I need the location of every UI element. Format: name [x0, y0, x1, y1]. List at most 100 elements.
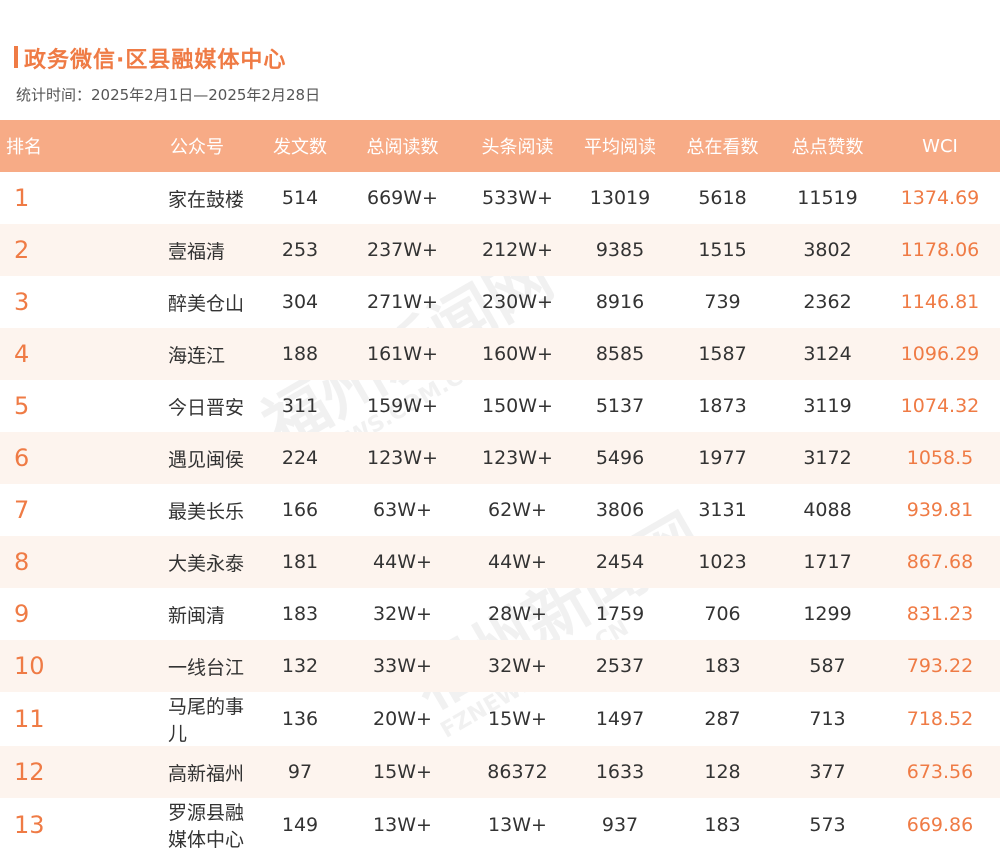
account-name-cell: 高新福州 — [168, 762, 245, 785]
rank-cell: 2 — [14, 236, 30, 264]
table-row: 8 大美永泰 181 44W+ 44W+ 2454 1023 1717 867.68 — [0, 536, 1000, 588]
wci-cell: 1058.5 — [906, 447, 974, 469]
avg-reads-cell: 5137 — [595, 395, 645, 417]
wci-cell: 939.81 — [906, 499, 974, 521]
total-reads-cell: 271W+ — [367, 291, 438, 313]
account-name-cell: 最美长乐 — [168, 500, 245, 523]
headline-reads-cell: 13W+ — [488, 814, 547, 836]
total-reads-cell: 32W+ — [373, 603, 432, 625]
posts-cell: 97 — [287, 761, 313, 783]
posts-cell: 253 — [281, 239, 319, 261]
total-reads-cell: 20W+ — [373, 708, 432, 730]
posts-cell: 188 — [281, 343, 319, 365]
rank-cell: 13 — [14, 811, 45, 839]
posts-cell: 514 — [281, 187, 319, 209]
wci-cell: 669.86 — [906, 814, 974, 836]
watching-cell: 706 — [704, 603, 741, 625]
watching-cell: 3131 — [698, 499, 747, 521]
account-name-cell: 马尾的事儿 — [168, 696, 245, 745]
rank-cell: 5 — [14, 392, 30, 420]
account-name-cell: 壹福清 — [168, 240, 226, 263]
headline-reads-cell: 123W+ — [482, 447, 553, 469]
col-header-avg-reads: 平均阅读 — [584, 137, 656, 158]
headline-reads-cell: 62W+ — [488, 499, 547, 521]
likes-cell: 4088 — [803, 499, 852, 521]
col-header-wci: WCI — [922, 135, 958, 157]
rank-cell: 11 — [14, 705, 45, 733]
avg-reads-cell: 2537 — [595, 655, 645, 677]
account-name-cell: 大美永泰 — [168, 552, 245, 575]
watching-cell: 1587 — [698, 343, 747, 365]
account-name-cell: 海连江 — [168, 344, 226, 367]
table-row: 3 醉美仓山 304 271W+ 230W+ 8916 739 2362 1146.81 — [0, 276, 1000, 328]
wci-cell: 1146.81 — [900, 291, 980, 313]
headline-reads-cell: 28W+ — [488, 603, 547, 625]
total-reads-cell: 161W+ — [367, 343, 438, 365]
rank-cell: 8 — [14, 548, 30, 576]
likes-cell: 573 — [809, 814, 846, 836]
watching-cell: 5618 — [698, 187, 747, 209]
col-header-headline-reads: 头条阅读 — [481, 137, 554, 158]
account-name-cell: 遇见闽侯 — [168, 448, 245, 471]
headline-reads-cell: 212W+ — [482, 239, 553, 261]
posts-cell: 149 — [281, 814, 319, 836]
total-reads-cell: 44W+ — [373, 551, 432, 573]
headline-reads-cell: 86372 — [487, 761, 548, 783]
table-row: 11 马尾的事儿 136 20W+ 15W+ 1497 287 713 718.52 — [0, 692, 1000, 746]
rank-cell: 3 — [14, 288, 30, 316]
likes-cell: 11519 — [797, 187, 858, 209]
table-row: 1 家在鼓楼 514 669W+ 533W+ 13019 5618 11519 1374.69 — [0, 172, 1000, 224]
col-header-watching: 总在看数 — [686, 137, 759, 158]
headline-reads-cell: 15W+ — [488, 708, 547, 730]
watching-cell: 1515 — [698, 239, 747, 261]
wci-cell: 1074.32 — [900, 395, 980, 417]
table-header-row: 排名 公众号 发文数 总阅读数 头条阅读 平均阅读 总在看数 总点赞数 WCI — [0, 120, 1000, 172]
headline-reads-cell: 533W+ — [482, 187, 553, 209]
avg-reads-cell: 1759 — [595, 603, 645, 625]
likes-cell: 3119 — [803, 395, 852, 417]
rank-cell: 9 — [14, 600, 30, 628]
rank-cell: 4 — [14, 340, 30, 368]
title-accent-bar — [14, 46, 18, 68]
headline-reads-cell: 44W+ — [488, 551, 547, 573]
total-reads-cell: 13W+ — [373, 814, 432, 836]
table-row: 10 一线台江 132 33W+ 32W+ 2537 183 587 793.22 — [0, 640, 1000, 692]
posts-cell: 183 — [281, 603, 319, 625]
avg-reads-cell: 8916 — [595, 291, 645, 313]
wci-cell: 793.22 — [906, 655, 974, 677]
avg-reads-cell: 9385 — [595, 239, 645, 261]
likes-cell: 587 — [809, 655, 846, 677]
rank-cell: 6 — [14, 444, 30, 472]
watching-cell: 1977 — [698, 447, 747, 469]
account-name-cell: 今日晋安 — [168, 396, 245, 419]
rank-cell: 7 — [14, 496, 30, 524]
posts-cell: 304 — [281, 291, 319, 313]
wci-cell: 867.68 — [906, 551, 974, 573]
watching-cell: 1873 — [698, 395, 747, 417]
headline-reads-cell: 230W+ — [482, 291, 553, 313]
total-reads-cell: 669W+ — [367, 187, 438, 209]
wci-cell: 1178.06 — [900, 239, 980, 261]
page-header: 政务微信·区县融媒体中心 统计时间：2025年2月1日—2025年2月28日 — [0, 0, 1000, 118]
likes-cell: 1299 — [803, 603, 852, 625]
table-row: 4 海连江 188 161W+ 160W+ 8585 1587 3124 1096.29 — [0, 328, 1000, 380]
table-row: 9 新闽清 183 32W+ 28W+ 1759 706 1299 831.23 — [0, 588, 1000, 640]
wci-cell: 718.52 — [906, 708, 974, 730]
avg-reads-cell: 8585 — [595, 343, 645, 365]
page-title: 政务微信·区县融媒体中心 — [24, 48, 287, 73]
wci-cell: 1374.69 — [900, 187, 980, 209]
rank-cell: 10 — [14, 652, 45, 680]
avg-reads-cell: 13019 — [589, 187, 651, 209]
avg-reads-cell: 937 — [601, 814, 639, 836]
rank-cell: 12 — [14, 758, 45, 786]
table-row: 7 最美长乐 166 63W+ 62W+ 3806 3131 4088 939.81 — [0, 484, 1000, 536]
avg-reads-cell: 2454 — [595, 551, 645, 573]
rank-cell: 1 — [14, 184, 30, 212]
wci-cell: 673.56 — [906, 761, 974, 783]
watching-cell: 183 — [704, 655, 741, 677]
headline-reads-cell: 150W+ — [482, 395, 553, 417]
account-name-cell: 一线台江 — [168, 656, 245, 679]
table-row: 6 遇见闽侯 224 123W+ 123W+ 5496 1977 3172 1058.5 — [0, 432, 1000, 484]
avg-reads-cell: 1497 — [595, 708, 645, 730]
watching-cell: 183 — [704, 814, 741, 836]
